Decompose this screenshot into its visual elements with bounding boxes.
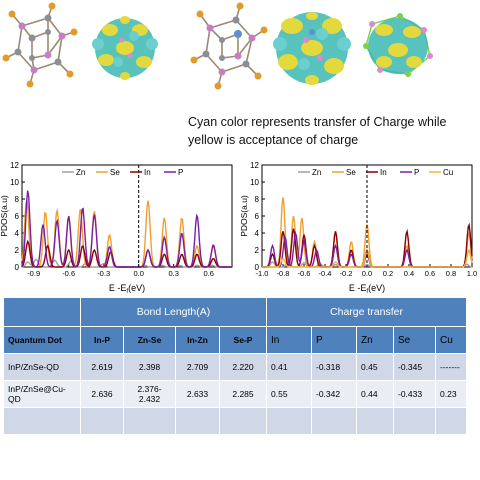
table-cell: 2.633 bbox=[175, 380, 220, 408]
table-cell: InP/ZnSe@Cu-QD bbox=[3, 380, 81, 408]
y-tick-label: 0 bbox=[15, 263, 20, 272]
x-tick-label: 0.2 bbox=[383, 269, 393, 278]
table-cell: -0.342 bbox=[311, 380, 357, 408]
table-cell: 0.41 bbox=[266, 353, 312, 381]
table-cell: 0.44 bbox=[356, 380, 394, 408]
ball-stick-structure-1 bbox=[2, 2, 78, 88]
charge-density-isosurface-1 bbox=[92, 16, 158, 80]
ball-stick-structure-2 bbox=[190, 2, 268, 90]
column-header-in: In bbox=[266, 326, 312, 354]
legend-label-zn: Zn bbox=[76, 168, 85, 177]
table-cell: 2.636 bbox=[80, 380, 124, 408]
y-tick-label: 4 bbox=[15, 229, 20, 238]
x-tick-label: -0.9 bbox=[27, 269, 40, 278]
x-tick-label: 1.0 bbox=[467, 269, 477, 278]
x-tick-label: 0.3 bbox=[168, 269, 178, 278]
y-tick-label: 4 bbox=[255, 229, 260, 238]
table-cell: 2.285 bbox=[219, 380, 267, 408]
y-tick-label: 6 bbox=[255, 212, 260, 221]
x-tick-label: -0.6 bbox=[62, 269, 75, 278]
legend-label-cu: Cu bbox=[443, 168, 453, 177]
x-tick-label: 0.6 bbox=[425, 269, 435, 278]
legend-label-in: In bbox=[380, 168, 387, 177]
x-tick-label: -0.8 bbox=[277, 269, 290, 278]
x-axis-label: E -Ef(eV) bbox=[349, 283, 385, 295]
pdos-chart-left: 0 2 4 6 8 10 12 -0.9 -0.6 -0.3 0.0 0.3 0.6 Zn Se In P PDO… bbox=[0, 161, 233, 295]
table-cell: 0.45 bbox=[356, 353, 394, 381]
column-header-zn-se: Zn-Se bbox=[123, 326, 176, 354]
table-group-header-bond: Bond Length(A) bbox=[80, 297, 267, 327]
column-header-in-zn: In-Zn bbox=[175, 326, 220, 354]
y-tick-label: 6 bbox=[15, 212, 20, 221]
x-tick-label: 0.0 bbox=[362, 269, 372, 278]
y-tick-label: 2 bbox=[255, 246, 260, 255]
x-tick-label: -0.6 bbox=[298, 269, 311, 278]
table-cell: ------- bbox=[435, 353, 467, 381]
y-axis-label: PDOS(a.u) bbox=[0, 195, 9, 237]
legend-label-in: In bbox=[144, 168, 151, 177]
figure-caption: Cyan color represents transfer of Charge… bbox=[188, 115, 447, 147]
table-row: InP/ZnSe-QD 2.619 2.398 2.709 2.220 0.41… bbox=[3, 353, 467, 381]
legend-label-se: Se bbox=[346, 168, 356, 177]
table-cell: InP/ZnSe-QD bbox=[3, 353, 81, 381]
x-axis-label: E -Ef(eV) bbox=[109, 283, 145, 295]
x-tick-label: -0.2 bbox=[340, 269, 353, 278]
column-header-p: P bbox=[311, 326, 357, 354]
column-header-se: Se bbox=[393, 326, 436, 354]
table-row: InP/ZnSe@Cu-QD 2.636 2.376-2.432 2.633 2… bbox=[3, 380, 467, 408]
table-cell: 0.55 bbox=[266, 380, 312, 408]
x-tick-label: -1.0 bbox=[256, 269, 269, 278]
column-header-cu: Cu bbox=[435, 326, 467, 354]
y-tick-label: 10 bbox=[250, 178, 259, 187]
x-tick-label: 0.8 bbox=[446, 269, 456, 278]
y-tick-label: 8 bbox=[15, 195, 20, 204]
x-tick-label: 0.4 bbox=[404, 269, 414, 278]
table-column-header-row: Quantum Dot In-P Zn-Se In-Zn Se-P In P Z… bbox=[3, 326, 467, 354]
table-row-empty bbox=[3, 407, 467, 435]
table-group-header-empty bbox=[3, 297, 81, 327]
x-tick-label: -0.4 bbox=[319, 269, 332, 278]
y-tick-label: 12 bbox=[10, 161, 19, 170]
x-tick-label: -0.3 bbox=[97, 269, 110, 278]
table-cell: 0.23 bbox=[435, 380, 467, 408]
table-cell: 2.398 bbox=[123, 353, 176, 381]
pdos-chart-right: 0 2 4 6 8 10 12 -1.0 -0.8 -0.6 -0.4 -0.2 0.0 0.2 0.4 0.… bbox=[240, 161, 477, 295]
y-tick-label: 12 bbox=[250, 161, 259, 170]
table-cell: -0.318 bbox=[311, 353, 357, 381]
column-header-se-p: Se-P bbox=[219, 326, 267, 354]
table-cell: -0.433 bbox=[393, 380, 436, 408]
table-group-header-row: Bond Length(A) Charge transfer bbox=[3, 297, 467, 327]
legend-label-zn: Zn bbox=[312, 168, 321, 177]
series-line-p bbox=[21, 190, 232, 268]
y-tick-label: 0 bbox=[255, 263, 260, 272]
y-tick-label: 2 bbox=[15, 246, 20, 255]
legend-label-p: P bbox=[414, 168, 419, 177]
y-axis-label: PDOS(a.u) bbox=[240, 195, 249, 237]
table-cell: -0.345 bbox=[393, 353, 436, 381]
table-cell: 2.709 bbox=[175, 353, 220, 381]
table-cell: 2.376-2.432 bbox=[123, 380, 176, 408]
legend-label-se: Se bbox=[110, 168, 120, 177]
y-tick-label: 10 bbox=[10, 178, 19, 187]
table-cell: 2.619 bbox=[80, 353, 124, 381]
column-header-zn: Zn bbox=[356, 326, 394, 354]
x-tick-label: 0.6 bbox=[203, 269, 213, 278]
charge-density-isosurface-3 bbox=[363, 13, 433, 77]
legend-label-p: P bbox=[178, 168, 183, 177]
molecular-structures-panel bbox=[2, 2, 433, 90]
y-tick-label: 8 bbox=[255, 195, 260, 204]
table-group-header-charge: Charge transfer bbox=[266, 297, 467, 327]
table-cell: 2.220 bbox=[219, 353, 267, 381]
column-header-quantum-dot: Quantum Dot bbox=[3, 326, 81, 354]
charge-density-isosurface-2 bbox=[273, 12, 351, 85]
column-header-in-p: In-P bbox=[80, 326, 124, 354]
x-tick-label: 0.0 bbox=[133, 269, 143, 278]
results-table: Bond Length(A) Charge transfer Quantum D… bbox=[3, 297, 467, 435]
